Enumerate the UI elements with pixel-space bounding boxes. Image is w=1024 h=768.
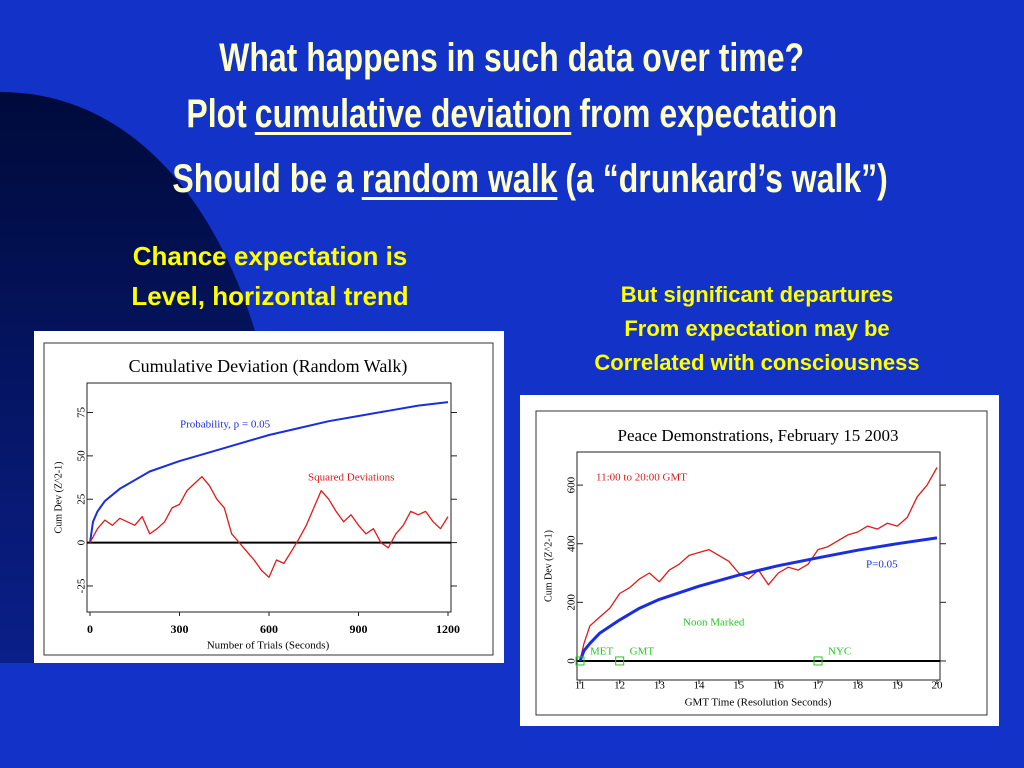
series-line bbox=[89, 401, 449, 543]
decor-shape bbox=[0, 92, 255, 663]
x-tick-label: 300 bbox=[171, 622, 189, 636]
x-tick-label: 13 bbox=[654, 680, 666, 692]
y-tick-label: 400 bbox=[566, 535, 578, 552]
y-tick-label: 25 bbox=[76, 493, 88, 505]
noon-marker bbox=[813, 656, 823, 666]
heading-text: What happens in such data over time? bbox=[219, 36, 805, 80]
y-tick-label: 0 bbox=[566, 658, 578, 664]
y-axis-label: Cum Dev (Z^2-1) bbox=[53, 462, 64, 534]
series-label: Probability, p = 0.05 bbox=[180, 419, 271, 431]
annotation: Noon Marked bbox=[683, 617, 745, 629]
y-tick-label: 200 bbox=[566, 594, 578, 611]
marker-label: MET bbox=[590, 646, 614, 658]
chart-title: Peace Demonstrations, February 15 2003 bbox=[618, 426, 899, 445]
chart-frame bbox=[535, 410, 988, 716]
marker-label: GMT bbox=[630, 646, 655, 658]
noon-marker bbox=[575, 656, 585, 666]
y-tick-label: -25 bbox=[76, 578, 88, 593]
annotation: 11:00 to 20:00 GMT bbox=[596, 472, 687, 484]
heading-line: Should be a random walk (a “drunkard’s wal… bbox=[18, 157, 1024, 202]
x-tick-label: 18 bbox=[852, 680, 864, 692]
x-tick-label: 11 bbox=[575, 680, 586, 692]
heading-text: Plot bbox=[186, 92, 248, 136]
chart-frame bbox=[43, 342, 494, 656]
left-caption: Chance expectation is Level, horizontal t… bbox=[70, 236, 470, 317]
series-line bbox=[579, 467, 938, 662]
caption-line: But significant departures bbox=[620, 282, 894, 307]
chart-panel bbox=[520, 395, 999, 726]
heading-text: Should be a bbox=[172, 157, 354, 201]
x-tick-label: 1200 bbox=[436, 622, 460, 636]
marker-label: NYC bbox=[828, 646, 851, 658]
caption-line: Correlated with consciousness bbox=[594, 350, 920, 376]
x-tick-label: 20 bbox=[932, 680, 944, 692]
x-tick-label: 14 bbox=[694, 680, 706, 692]
series-line bbox=[89, 476, 449, 578]
caption-line: Level, horizontal trend bbox=[131, 281, 409, 312]
x-tick-label: 15 bbox=[733, 680, 745, 692]
x-tick-label: 16 bbox=[773, 680, 785, 692]
x-tick-label: 0 bbox=[87, 622, 93, 636]
x-tick-label: 900 bbox=[350, 622, 368, 636]
x-axis-label: Number of Trials (Seconds) bbox=[207, 640, 330, 652]
caption-line: Chance expectation is bbox=[132, 241, 408, 271]
y-tick-label: 600 bbox=[566, 476, 578, 493]
x-tick-label: 600 bbox=[260, 622, 278, 636]
heading-text: (a “drunkard’s walk”) bbox=[565, 157, 888, 201]
chart-panel bbox=[34, 331, 504, 663]
y-tick-label: 50 bbox=[76, 450, 88, 462]
x-tick-label: 19 bbox=[892, 680, 904, 692]
heading-line: What happens in such data over time? bbox=[0, 36, 1024, 81]
heading-text: random walk bbox=[361, 157, 558, 201]
y-tick-label: 75 bbox=[76, 406, 88, 418]
y-axis-label: Cum Dev (Z^2-1) bbox=[543, 530, 554, 602]
series-line bbox=[578, 536, 938, 662]
chart-title: Cumulative Deviation (Random Walk) bbox=[129, 356, 408, 377]
right-caption: But significant departures From expectati… bbox=[537, 278, 977, 380]
heading-text: from expectation bbox=[579, 92, 838, 136]
plot-area bbox=[576, 451, 941, 681]
series-label: Squared Deviations bbox=[308, 472, 394, 484]
x-axis-label: GMT Time (Resolution Seconds) bbox=[685, 697, 832, 709]
series-label: P=0.05 bbox=[866, 559, 898, 571]
caption-line: From expectation may be bbox=[624, 316, 890, 342]
x-tick-label: 12 bbox=[614, 680, 625, 692]
heading-line: Plot cumulative deviation from expectation bbox=[0, 92, 1024, 137]
heading-text: cumulative deviation bbox=[255, 92, 572, 136]
y-tick-label: 0 bbox=[76, 539, 88, 545]
x-tick-label: 17 bbox=[813, 680, 825, 692]
noon-marker bbox=[615, 656, 625, 666]
